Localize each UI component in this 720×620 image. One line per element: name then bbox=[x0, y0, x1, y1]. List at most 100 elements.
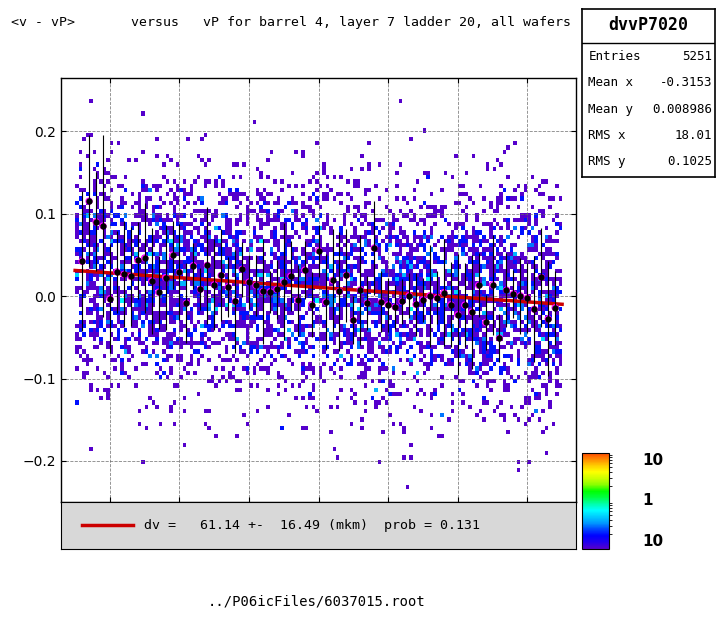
Bar bbox=[322, 362, 325, 366]
Bar bbox=[388, 324, 392, 328]
Bar bbox=[120, 184, 124, 188]
Bar bbox=[86, 256, 89, 260]
Bar bbox=[510, 353, 513, 358]
Bar bbox=[117, 213, 120, 218]
Bar bbox=[357, 268, 360, 273]
Bar bbox=[322, 319, 325, 324]
Bar bbox=[506, 341, 510, 345]
Bar bbox=[322, 247, 325, 252]
Bar bbox=[462, 273, 464, 277]
Bar bbox=[510, 197, 513, 201]
Bar bbox=[485, 379, 489, 383]
Bar bbox=[559, 290, 562, 294]
Bar bbox=[152, 252, 155, 256]
Bar bbox=[343, 218, 346, 222]
Bar bbox=[315, 319, 318, 324]
Bar bbox=[110, 252, 113, 256]
Bar bbox=[458, 362, 462, 366]
Bar bbox=[176, 260, 179, 264]
Bar bbox=[521, 197, 524, 201]
Bar bbox=[378, 341, 381, 345]
Bar bbox=[423, 264, 426, 268]
Bar bbox=[197, 303, 200, 307]
Bar bbox=[190, 345, 194, 349]
Bar bbox=[534, 247, 538, 252]
Bar bbox=[433, 290, 437, 294]
Bar bbox=[475, 319, 479, 324]
Bar bbox=[333, 341, 336, 345]
Bar bbox=[506, 226, 510, 231]
Bar bbox=[287, 201, 291, 205]
Text: Mean y: Mean y bbox=[588, 102, 634, 115]
Bar bbox=[294, 264, 298, 268]
Bar bbox=[468, 404, 472, 409]
Bar bbox=[162, 349, 166, 353]
Bar bbox=[294, 337, 298, 341]
Bar bbox=[346, 205, 350, 209]
Bar bbox=[256, 324, 259, 328]
Bar bbox=[545, 226, 548, 231]
Bar bbox=[503, 311, 506, 316]
Bar bbox=[475, 366, 479, 371]
Bar bbox=[441, 434, 444, 438]
Bar bbox=[420, 268, 423, 273]
Bar bbox=[318, 277, 322, 281]
Bar bbox=[559, 268, 562, 273]
Bar bbox=[186, 243, 190, 247]
Bar bbox=[384, 294, 388, 298]
Bar bbox=[117, 383, 120, 388]
Bar bbox=[155, 184, 158, 188]
Bar bbox=[287, 184, 291, 188]
Bar bbox=[454, 353, 458, 358]
Bar bbox=[395, 281, 399, 286]
Bar bbox=[479, 362, 482, 366]
Bar bbox=[270, 286, 274, 290]
Bar bbox=[458, 294, 462, 298]
Bar bbox=[96, 303, 99, 307]
Bar bbox=[500, 286, 503, 290]
Bar bbox=[545, 303, 548, 307]
Bar bbox=[266, 388, 270, 392]
Bar bbox=[183, 192, 186, 197]
Bar bbox=[200, 247, 204, 252]
Bar bbox=[308, 281, 312, 286]
Bar bbox=[503, 319, 506, 324]
Bar bbox=[402, 426, 405, 430]
Bar bbox=[423, 128, 426, 133]
Bar bbox=[277, 247, 280, 252]
Bar bbox=[78, 162, 82, 167]
Bar bbox=[277, 298, 280, 303]
Bar bbox=[124, 268, 127, 273]
Bar bbox=[277, 316, 280, 319]
Bar bbox=[82, 294, 86, 298]
Bar bbox=[141, 324, 145, 328]
Bar bbox=[204, 294, 207, 298]
Bar bbox=[388, 392, 392, 396]
Bar bbox=[339, 366, 343, 371]
Bar bbox=[169, 307, 173, 311]
Bar bbox=[92, 294, 96, 298]
Bar bbox=[190, 260, 194, 264]
Bar bbox=[284, 239, 287, 243]
Bar bbox=[82, 319, 86, 324]
Bar bbox=[294, 307, 298, 311]
Bar bbox=[120, 234, 124, 239]
Bar bbox=[433, 222, 437, 226]
Bar bbox=[325, 218, 329, 222]
Bar bbox=[433, 209, 437, 213]
Bar bbox=[441, 319, 444, 324]
Bar bbox=[162, 201, 166, 205]
Bar bbox=[103, 328, 107, 332]
Bar bbox=[357, 316, 360, 319]
Bar bbox=[426, 268, 430, 273]
Bar bbox=[500, 345, 503, 349]
Bar bbox=[548, 324, 552, 328]
Bar bbox=[225, 264, 228, 268]
Bar bbox=[169, 303, 173, 307]
Bar bbox=[263, 197, 266, 201]
Bar bbox=[86, 209, 89, 213]
Bar bbox=[298, 264, 301, 268]
Bar bbox=[531, 281, 534, 286]
Bar bbox=[179, 307, 183, 311]
Bar bbox=[388, 239, 392, 243]
